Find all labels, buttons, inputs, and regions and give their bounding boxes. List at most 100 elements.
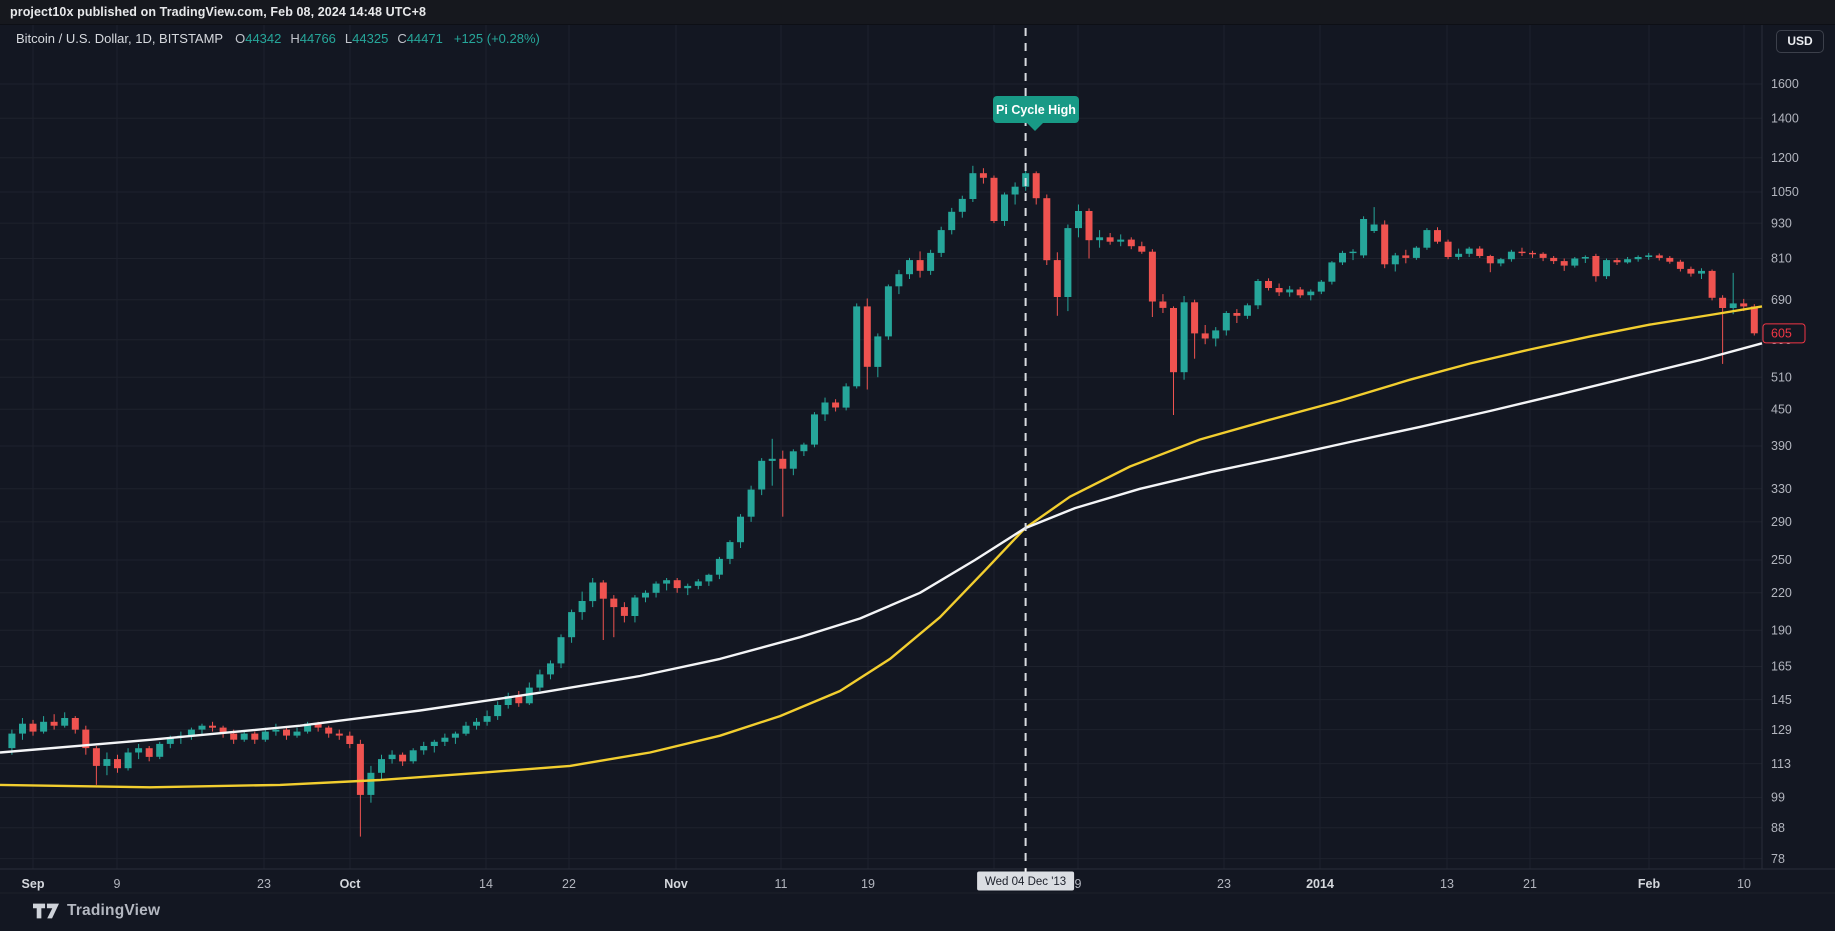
symbol-legend[interactable]: Bitcoin / U.S. Dollar, 1D, BITSTAMP O443… [16,31,540,46]
candle[interactable] [1613,257,1621,265]
candle[interactable] [156,741,164,760]
candle[interactable] [1265,278,1272,291]
candle[interactable] [1444,239,1452,260]
candle[interactable] [483,710,491,726]
candle[interactable] [1560,258,1568,271]
candle[interactable] [1043,194,1051,266]
candle[interactable] [124,748,132,771]
candle[interactable] [1455,248,1463,260]
candle[interactable] [758,458,766,496]
candle[interactable] [1571,257,1579,268]
candle[interactable] [388,750,396,764]
candle[interactable] [937,226,945,257]
candle[interactable] [1486,254,1494,273]
candle[interactable] [50,714,58,730]
candle[interactable] [1550,256,1558,264]
candle[interactable] [620,602,628,623]
candle[interactable] [1286,285,1294,297]
candle[interactable] [1180,296,1188,380]
candle[interactable] [251,731,259,744]
candle[interactable] [1085,208,1093,259]
candle[interactable] [705,573,713,586]
candle[interactable] [1750,304,1758,336]
candle[interactable] [1011,182,1019,205]
candle[interactable] [1127,237,1135,250]
pi-cycle-111dma-line[interactable] [0,305,1763,789]
candle[interactable] [1465,246,1473,257]
candle[interactable] [1687,266,1695,277]
candle[interactable] [114,754,121,773]
candle[interactable] [219,725,227,738]
pi-cycle-vertical-line[interactable] [1024,28,1027,874]
candle[interactable] [1645,252,1653,260]
candle[interactable] [1476,246,1484,258]
candle[interactable] [979,168,987,184]
candle[interactable] [1434,227,1441,244]
candle[interactable] [884,284,892,340]
candle[interactable] [1096,230,1104,248]
candle[interactable] [578,591,586,620]
candle[interactable] [1053,252,1061,316]
candle[interactable] [631,595,639,623]
candle[interactable] [863,298,871,390]
candle[interactable] [1212,327,1220,347]
price-axis[interactable]: 1600140012001050930810690590510450390330… [1771,77,1799,866]
candle[interactable] [800,442,808,456]
candle[interactable] [1412,246,1420,260]
candle[interactable] [71,716,79,734]
candle[interactable] [747,485,755,522]
candle[interactable] [1106,233,1114,245]
candle[interactable] [1243,303,1251,319]
candle[interactable] [1655,253,1663,261]
candle[interactable] [663,578,671,591]
candle[interactable] [29,719,37,736]
candle[interactable] [19,718,26,740]
candle[interactable] [589,578,597,608]
candle[interactable] [547,660,554,680]
candle[interactable] [187,727,195,740]
candle[interactable] [346,731,354,749]
candle[interactable] [356,739,364,837]
candle[interactable] [853,303,861,389]
candle[interactable] [642,590,649,603]
candle[interactable] [652,581,660,598]
candle[interactable] [135,743,143,760]
candle[interactable] [1708,269,1716,301]
candle[interactable] [789,449,797,476]
candle[interactable] [1719,295,1727,364]
time-axis[interactable]: Sep923Oct1422Nov1119Dec92320141321Feb10 [22,877,1751,891]
candle[interactable] [768,438,776,486]
candle[interactable] [948,207,956,235]
candle[interactable] [694,579,702,590]
candle[interactable] [673,578,681,593]
candle[interactable] [1666,256,1674,264]
candle[interactable] [40,716,48,734]
candle[interactable] [1001,192,1008,226]
pi-cycle-high-annotation[interactable]: Pi Cycle High [993,96,1079,131]
candle[interactable] [335,729,343,740]
candle[interactable] [1634,255,1642,262]
candle[interactable] [832,399,840,412]
candle[interactable] [1075,204,1082,238]
candle[interactable] [737,514,744,548]
candle[interactable] [92,746,100,785]
candle[interactable] [1360,216,1368,258]
candle[interactable] [726,540,734,565]
candle[interactable] [684,583,692,596]
candle[interactable] [1698,268,1705,279]
candle[interactable] [1307,289,1315,301]
candle[interactable] [240,731,248,742]
candle[interactable] [283,727,290,740]
candle[interactable] [906,257,913,279]
candle[interactable] [198,723,206,736]
candle[interactable] [420,741,428,755]
candle[interactable] [1402,249,1410,264]
candle[interactable] [1170,306,1177,415]
candle[interactable] [61,712,69,728]
candle[interactable] [462,721,470,736]
tradingview-logo[interactable]: TradingView [33,902,160,920]
candle[interactable] [1222,311,1230,336]
candle[interactable] [441,733,449,746]
candle[interactable] [779,450,787,517]
candle[interactable] [409,748,417,764]
